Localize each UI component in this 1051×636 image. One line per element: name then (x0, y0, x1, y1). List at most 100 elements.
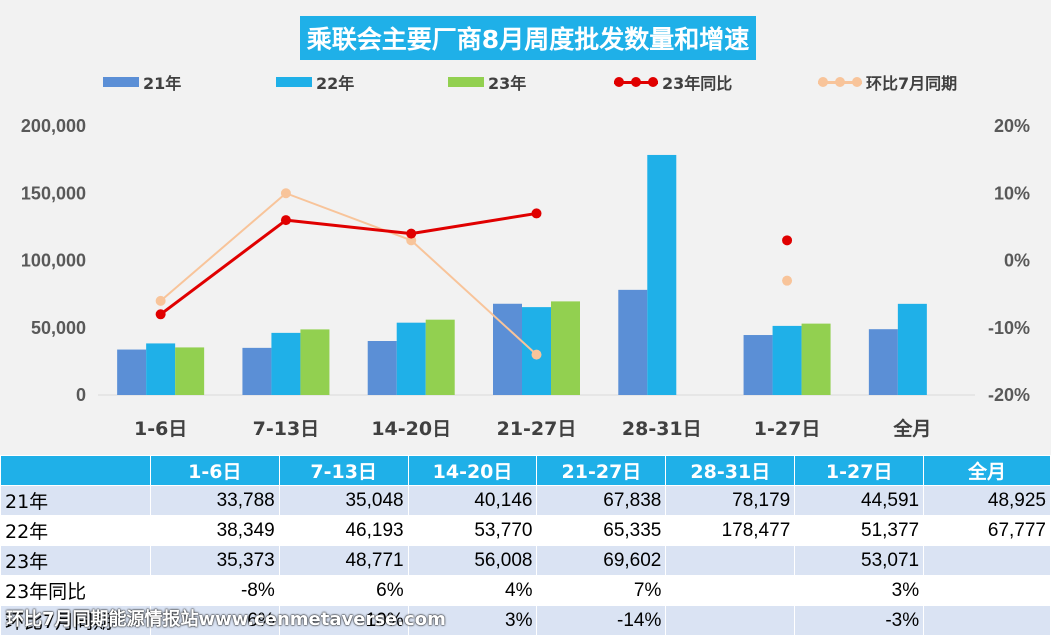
table-header-cell: 21-27日 (536, 455, 667, 486)
table-row: 21年 33,788 35,048 40,146 67,838 78,179 44,591 4… (0, 485, 1051, 516)
table-cell (923, 605, 1051, 636)
y2-tick-label: 10% (994, 183, 1030, 203)
point-环比7月同期 (155, 295, 166, 306)
table-header-cell: 14-20日 (407, 455, 538, 486)
table-row-label: 23年同比 (0, 575, 151, 606)
legend-label-23: 23年 (488, 74, 527, 93)
bar-22年 (772, 325, 802, 395)
point-23年同比 (531, 208, 542, 219)
bar-22年 (271, 332, 301, 395)
table-cell: 56,008 (407, 545, 538, 576)
line-segment-23年同比 (410, 211, 537, 236)
bar-22年 (396, 322, 426, 395)
x-tick-label: 7-13日 (253, 418, 320, 440)
table-row-label: 22年 (0, 515, 151, 546)
table-cell: -14% (536, 605, 667, 636)
line-segment-23年同比 (159, 218, 287, 316)
y2-tick-label: -20% (988, 385, 1030, 405)
legend-item-22: 22年 (276, 70, 354, 94)
point-环比7月同期 (531, 349, 542, 360)
y-tick-label: 0 (76, 385, 86, 405)
table-cell: 48,771 (278, 545, 409, 576)
bar-23年 (300, 329, 330, 395)
legend-label-22: 22年 (316, 74, 355, 93)
table-cell: 67,838 (536, 485, 667, 516)
point-23年同比 (280, 215, 291, 226)
bar-23年 (175, 347, 205, 395)
bar-23年 (425, 319, 455, 395)
bar-21年 (618, 289, 648, 395)
legend-item-yoy: 23年同比 (614, 70, 732, 94)
bar-22年 (897, 303, 927, 395)
x-tick-label: 28-31日 (622, 418, 702, 440)
plot-area: 0 50,000 100,000 150,000 200,000 -20% -10% 0% 10… (21, 116, 1030, 440)
table-cell: 46,193 (278, 515, 409, 546)
legend-item-21: 21年 (103, 70, 181, 94)
x-tick-label: 21-27日 (497, 418, 577, 440)
y-tick-label: 100,000 (21, 251, 86, 271)
table-cell: 35,373 (149, 545, 280, 576)
line-segment-环比7月同期 (159, 192, 287, 302)
table-cell: -3% (794, 605, 925, 636)
legend-swatch-23 (448, 77, 484, 87)
legend-swatch-22 (276, 77, 312, 87)
line-segment-环比7月同期 (410, 239, 538, 356)
table-cell: 65,335 (536, 515, 667, 546)
y-tick-label: 150,000 (21, 183, 86, 203)
y2-tick-label: 0% (1004, 251, 1030, 271)
table-row-label: 23年 (0, 545, 151, 576)
table-cell: 40,146 (407, 485, 538, 516)
table-header-row: 1-6日 7-13日 14-20日 21-27日 28-31日 1-27日 全月 (0, 455, 1051, 486)
chart-area: 乘联会主要厂商8月周度批发数量和增速 21年 22年 23年 23年同比 (0, 0, 1051, 455)
bar-22年 (647, 154, 677, 395)
legend: 21年 22年 23年 23年同比 环比7月 (0, 70, 1051, 94)
bar-23年 (801, 323, 831, 395)
bar-21年 (117, 349, 147, 395)
legend-label-yoy: 23年同比 (662, 74, 733, 93)
table-row: 23年 35,373 48,771 56,008 69,602 53,071 (0, 545, 1051, 576)
table-cell: 67,777 (923, 515, 1051, 546)
legend-item-mom: 环比7月同期 (818, 70, 957, 94)
table-header-corner (0, 455, 151, 486)
y-tick-label: 50,000 (31, 318, 86, 338)
table-cell (665, 545, 796, 576)
table-cell (665, 575, 796, 606)
legend-item-23: 23年 (448, 70, 526, 94)
y-tick-label: 200,000 (21, 116, 86, 136)
table-cell: 38,349 (149, 515, 280, 546)
line-segment-环比7月同期 (285, 192, 412, 242)
table-row-label: 21年 (0, 485, 151, 516)
point-环比7月同期 (782, 275, 793, 286)
legend-marker-mom (818, 75, 862, 89)
table-header-cell: 28-31日 (665, 455, 796, 486)
bar-21年 (743, 335, 773, 395)
x-tick-label: 1-27日 (754, 418, 821, 440)
table-cell: 78,179 (665, 485, 796, 516)
table-cell: 3% (794, 575, 925, 606)
table-cell (923, 575, 1051, 606)
point-23年同比 (406, 228, 417, 239)
bar-22年 (146, 343, 176, 395)
legend-swatch-21 (103, 77, 139, 87)
table-header-cell: 7-13日 (278, 455, 409, 486)
table-cell: 7% (536, 575, 667, 606)
y2-tick-label: -10% (988, 318, 1030, 338)
table-cell: 33,788 (149, 485, 280, 516)
table-cell: 48,925 (923, 485, 1051, 516)
bar-21年 (367, 341, 397, 395)
line-segment-23年同比 (285, 218, 412, 236)
chart-title: 乘联会主要厂商8月周度批发数量和增速 (300, 16, 756, 60)
point-环比7月同期 (280, 188, 291, 199)
bar-23年 (551, 301, 580, 395)
x-tick-label: 1-6日 (134, 418, 187, 440)
table-row: 22年 38,349 46,193 53,770 65,335 178,477 51,377… (0, 515, 1051, 546)
legend-marker-yoy (614, 75, 658, 89)
x-tick-label: 14-20日 (371, 418, 451, 440)
table-header-cell: 全月 (923, 455, 1051, 486)
table-cell: 35,048 (278, 485, 409, 516)
bar-21年 (242, 347, 272, 395)
point-23年同比 (155, 309, 166, 320)
table-cell: 4% (407, 575, 538, 606)
table-cell: 44,591 (794, 485, 925, 516)
legend-label-mom: 环比7月同期 (866, 74, 958, 93)
